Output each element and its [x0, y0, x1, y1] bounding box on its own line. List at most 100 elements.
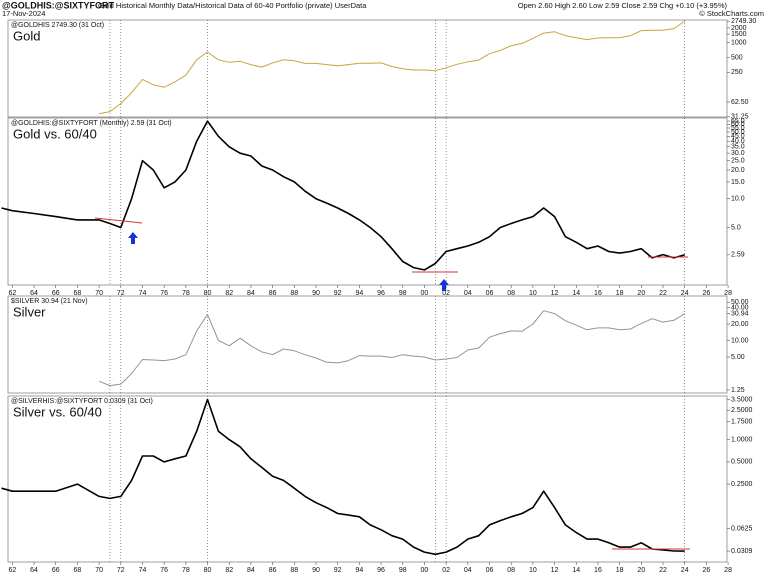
credit: © StockCharts.com: [699, 9, 764, 18]
x-tick-label: 72: [117, 290, 125, 297]
x-tick-label: 98: [399, 567, 407, 574]
x-tick-label: 74: [139, 290, 147, 297]
description: Gold Historical Monthly Data/Historical …: [98, 1, 367, 10]
x-tick-label: 18: [616, 567, 624, 574]
y-tick-label: 0.2500: [731, 481, 753, 488]
x-tick-label: 90: [312, 567, 320, 574]
y-tick-label: 3.5000: [731, 396, 753, 403]
x-tick-label: 80: [204, 567, 212, 574]
x-tick-label: 90: [312, 290, 320, 297]
x-tick-label: 06: [486, 290, 494, 297]
x-tick-label: 78: [182, 290, 190, 297]
x-tick-label: 92: [334, 567, 342, 574]
y-tick-label: 0.5000: [731, 459, 753, 466]
x-tick-label: 78: [182, 567, 190, 574]
y-tick-label: 1500: [731, 31, 747, 38]
x-tick-label: 96: [377, 290, 385, 297]
y-tick-label: 40.0: [731, 138, 745, 145]
series-line: [1, 120, 685, 271]
panel-legend: @GOLDHIS:@SIXTYFORT (Monthly) 2.59 (31 O…: [11, 120, 172, 127]
x-tick-label: 64: [30, 567, 38, 574]
panel-frame: [7, 295, 728, 394]
y-tick-label: 1000: [731, 40, 747, 47]
x-tick-label: 88: [290, 290, 298, 297]
y-tick-label: 60.0: [731, 121, 745, 128]
series-line: [1, 398, 685, 556]
x-tick-label: 70: [95, 567, 103, 574]
x-tick-label: 12: [551, 290, 559, 297]
y-tick-label: 2.5000: [731, 407, 753, 414]
panel-frame: [7, 395, 728, 563]
x-tick-label: 20: [637, 290, 645, 297]
y-tick-label: 1.7500: [731, 419, 753, 426]
y-tick-label: 2749.30: [731, 18, 756, 25]
x-tick-label: 82: [225, 567, 233, 574]
series-line: [99, 20, 685, 115]
annotations: [94, 217, 690, 550]
y-tick-label: 15.0: [731, 179, 745, 186]
x-tick-label: 98: [399, 290, 407, 297]
y-tick-label: 65.0: [731, 118, 745, 125]
x-tick-label: 68: [74, 567, 82, 574]
x-tick-label: 88: [290, 567, 298, 574]
x-tick-label: 86: [269, 567, 277, 574]
x-tick-label: 26: [702, 567, 710, 574]
y-tick-label: 1.0000: [731, 436, 753, 443]
x-tick-label: 92: [334, 290, 342, 297]
y-tick-label: 0.0309: [731, 548, 753, 555]
date: 17-Nov-2024: [2, 9, 45, 18]
x-tick-label: 84: [247, 567, 255, 574]
y-tick-label: 0.0625: [731, 525, 753, 532]
x-tick-label: 94: [355, 290, 363, 297]
y-tick-label: 20.0: [731, 167, 745, 174]
y-tick-label: 2000: [731, 25, 747, 32]
x-tick-label: 76: [160, 290, 168, 297]
y-tick-label: 20.00: [731, 321, 749, 328]
y-tick-label: 40.00: [731, 304, 749, 311]
x-tick-label: 04: [464, 567, 472, 574]
x-tick-label: 22: [659, 290, 667, 297]
x-tick-label: 24: [681, 567, 689, 574]
x-tick-label: 20: [637, 567, 645, 574]
panel-legend: $SILVER 30.94 (21 Nov): [11, 298, 88, 305]
panel-label: Gold vs. 60/40: [13, 126, 97, 141]
panel-label: Silver: [13, 304, 46, 319]
panel-legend: @SILVERHIS:@SIXTYFORT 0.0309 (31 Oct): [11, 398, 153, 405]
panel-frame: [7, 19, 728, 118]
x-tick-label: 82: [225, 290, 233, 297]
x-tick-label: 10: [529, 567, 537, 574]
y-tick-label: 62.50: [731, 99, 749, 106]
y-tick-label: 2.59: [731, 252, 745, 259]
y-tick-label: 250: [731, 69, 743, 76]
x-tick-label: 62: [8, 567, 16, 574]
y-tick-label: 31.25: [731, 114, 749, 121]
x-tick-label: 66: [52, 567, 60, 574]
y-tick-label: 10.00: [731, 337, 749, 344]
y-tick-label: 500: [731, 54, 743, 61]
x-tick-label: 00: [421, 290, 429, 297]
y-tick-label: 30.94: [731, 310, 749, 317]
x-tick-label: 22: [659, 567, 667, 574]
x-tick-label: 28: [724, 567, 732, 574]
y-tick-label: 50.0: [731, 129, 745, 136]
x-tick-label: 86: [269, 290, 277, 297]
x-tick-label: 28: [724, 290, 732, 297]
y-tick-label: 35.0: [731, 144, 745, 151]
series-line: [98, 310, 685, 387]
y-tick-label: 5.0: [731, 224, 741, 231]
x-tick-label: 04: [464, 290, 472, 297]
x-tick-label: 14: [572, 567, 580, 574]
y-tick-label: 25.0: [731, 158, 745, 165]
x-tick-label: 06: [486, 567, 494, 574]
x-tick-label: 18: [616, 290, 624, 297]
x-tick-label: 76: [160, 567, 168, 574]
x-tick-label: 64: [30, 290, 38, 297]
symbol: @GOLDHIS:@SIXTYFORT: [2, 0, 115, 10]
y-tick-label: 1.25: [731, 387, 745, 394]
x-tick-label: 14: [572, 290, 580, 297]
x-tick-label: 80: [204, 290, 212, 297]
trend-line: [94, 217, 143, 224]
x-tick-label: 16: [594, 290, 602, 297]
panel-label: Silver vs. 60/40: [13, 404, 102, 419]
